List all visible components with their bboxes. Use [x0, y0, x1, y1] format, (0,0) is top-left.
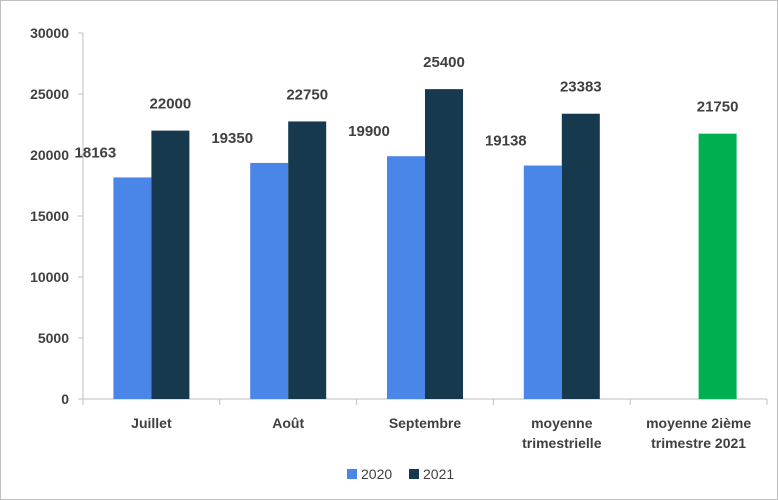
- legend-label-2021: 2021: [423, 466, 454, 482]
- bar-2020: [523, 165, 562, 399]
- data-label-2021: 22000: [150, 96, 192, 113]
- data-label-2020: 18163: [75, 144, 117, 161]
- legend-swatch-2021: [409, 469, 419, 479]
- x-category-label: Août: [272, 415, 304, 431]
- y-tick-label: 10000: [30, 269, 69, 285]
- y-tick-label: 20000: [30, 147, 69, 163]
- y-tick-label: 30000: [30, 25, 69, 41]
- data-label-2020: 19138: [485, 133, 527, 150]
- y-tick-label: 25000: [30, 86, 69, 102]
- bar-2021: [561, 113, 600, 399]
- y-tick-label: 5000: [38, 330, 69, 346]
- x-category-label: trimestrielle: [522, 435, 602, 451]
- legend-label-2020: 2020: [361, 466, 392, 482]
- x-category-label: moyenne 2ième: [646, 415, 751, 431]
- data-label-moyenne-2ieme-trimestre: 21750: [697, 99, 739, 116]
- y-tick-label: 0: [61, 391, 69, 407]
- bar-2021: [151, 130, 190, 399]
- data-label-2020: 19900: [348, 123, 390, 140]
- x-category-label: Septembre: [389, 415, 462, 431]
- data-label-2021: 25400: [423, 54, 465, 71]
- bar-2021: [425, 89, 463, 400]
- data-label-2020: 19350: [211, 130, 253, 147]
- bar-2020: [113, 177, 152, 399]
- data-label-2021: 23383: [560, 79, 602, 96]
- x-category-label: Juillet: [131, 415, 172, 431]
- bar-moyenne-2ieme-trimestre: [698, 133, 737, 399]
- x-category-label: moyenne: [531, 415, 593, 431]
- y-tick-label: 15000: [30, 208, 69, 224]
- data-label-2021: 22750: [286, 86, 328, 103]
- legend-swatch-2020: [347, 469, 357, 479]
- bar-2020: [387, 156, 425, 399]
- bar-2021: [288, 121, 327, 399]
- x-category-label: trimestre 2021: [651, 435, 746, 451]
- bar-2020: [250, 162, 289, 399]
